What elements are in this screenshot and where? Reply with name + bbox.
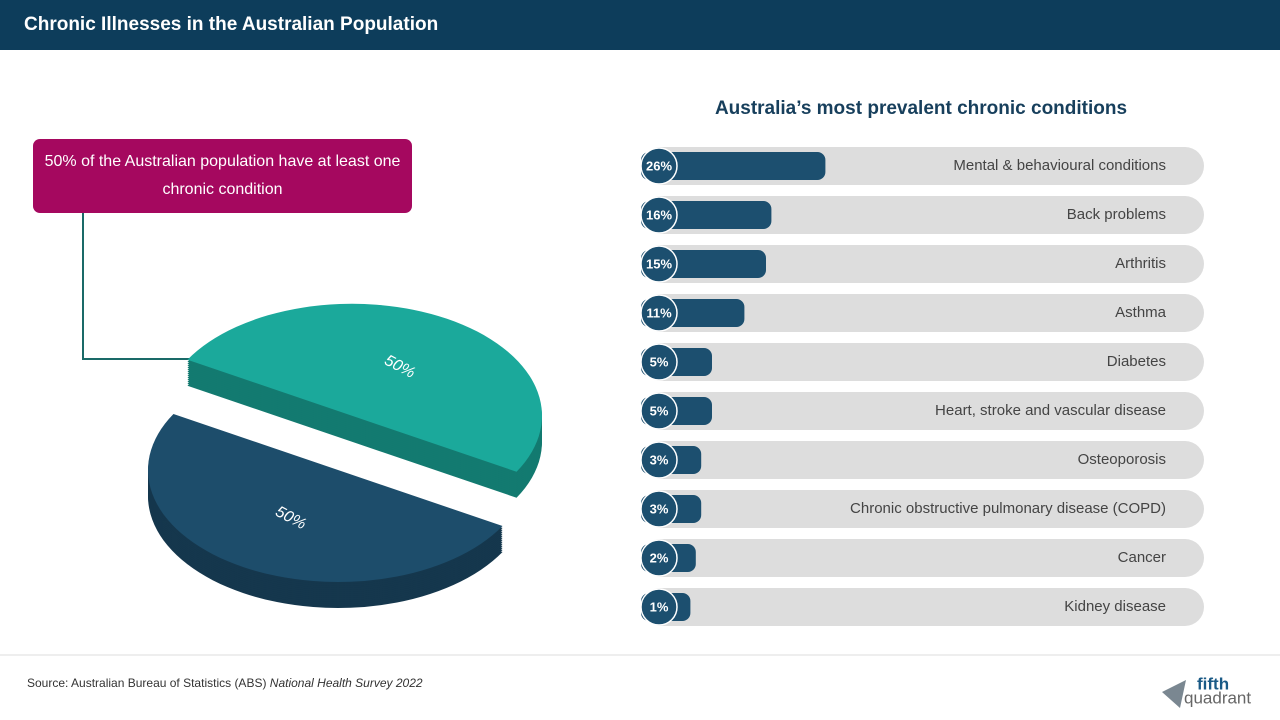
value-label: 5% (650, 354, 669, 369)
value-badge (640, 343, 678, 381)
logo-mark (1162, 680, 1186, 708)
value-badge (640, 588, 678, 626)
source-title: National Health Survey 2022 (270, 676, 423, 690)
bar-track (641, 245, 1204, 283)
value-label: 1% (650, 599, 669, 614)
value-badge (640, 294, 678, 332)
bar-track (641, 343, 1204, 381)
value-label: 2% (650, 550, 669, 565)
category-label: Heart, stroke and vascular disease (935, 402, 1166, 419)
value-badge (640, 196, 678, 234)
logo-text: quadrant (1184, 688, 1251, 707)
bar-title: Australia’s most prevalent chronic condi… (715, 98, 1127, 119)
category-label: Mental & behavioural conditions (953, 157, 1166, 174)
value-badge (640, 539, 678, 577)
logo-text: fifth (1197, 674, 1229, 693)
value-label: 26% (646, 158, 672, 173)
value-label: 5% (650, 403, 669, 418)
source-text: Source: Australian Bureau of Statistics … (27, 676, 266, 690)
bar-track (641, 539, 1204, 577)
category-label: Kidney disease (1064, 598, 1166, 615)
value-label: 15% (646, 256, 672, 271)
value-label: 16% (646, 207, 672, 222)
bar-track (641, 588, 1204, 626)
category-label: Arthritis (1115, 255, 1166, 272)
header-title: Chronic Illnesses in the Australian Popu… (24, 14, 438, 35)
bar-chart: 26% Mental & behavioural conditions 16% Bac… (640, 147, 1204, 626)
value-badge (640, 147, 678, 185)
category-label: Back problems (1067, 206, 1166, 223)
value-badge (640, 392, 678, 430)
category-label: Diabetes (1107, 353, 1166, 370)
bar-track (641, 392, 1204, 430)
header-bar (0, 0, 1280, 50)
category-label: Asthma (1115, 304, 1167, 321)
category-label: Cancer (1118, 549, 1166, 566)
value-label: 11% (646, 305, 672, 320)
value-badge (640, 490, 678, 528)
value-label: 3% (650, 501, 669, 516)
value-badge (640, 441, 678, 479)
category-label: Osteoporosis (1078, 451, 1166, 468)
callout-box (33, 139, 412, 213)
source: Source: Australian Bureau of Statistics … (27, 676, 423, 690)
bar-track (641, 490, 1204, 528)
value-badge (640, 245, 678, 283)
bar-track (641, 196, 1204, 234)
bar-track (641, 441, 1204, 479)
pie-chart: 50%50% (147, 303, 542, 608)
slice (187, 303, 542, 472)
callout-text: 50% of the Australian population have at… (44, 153, 401, 198)
connector (82, 210, 205, 360)
value-label: 3% (650, 452, 669, 467)
slice (147, 414, 503, 582)
callout-wrap: 50% of the Australian population have at… (44, 153, 401, 198)
bar-track (641, 294, 1204, 332)
category-label: Chronic obstructive pulmonary disease (C… (850, 500, 1166, 517)
bar (641, 152, 826, 180)
